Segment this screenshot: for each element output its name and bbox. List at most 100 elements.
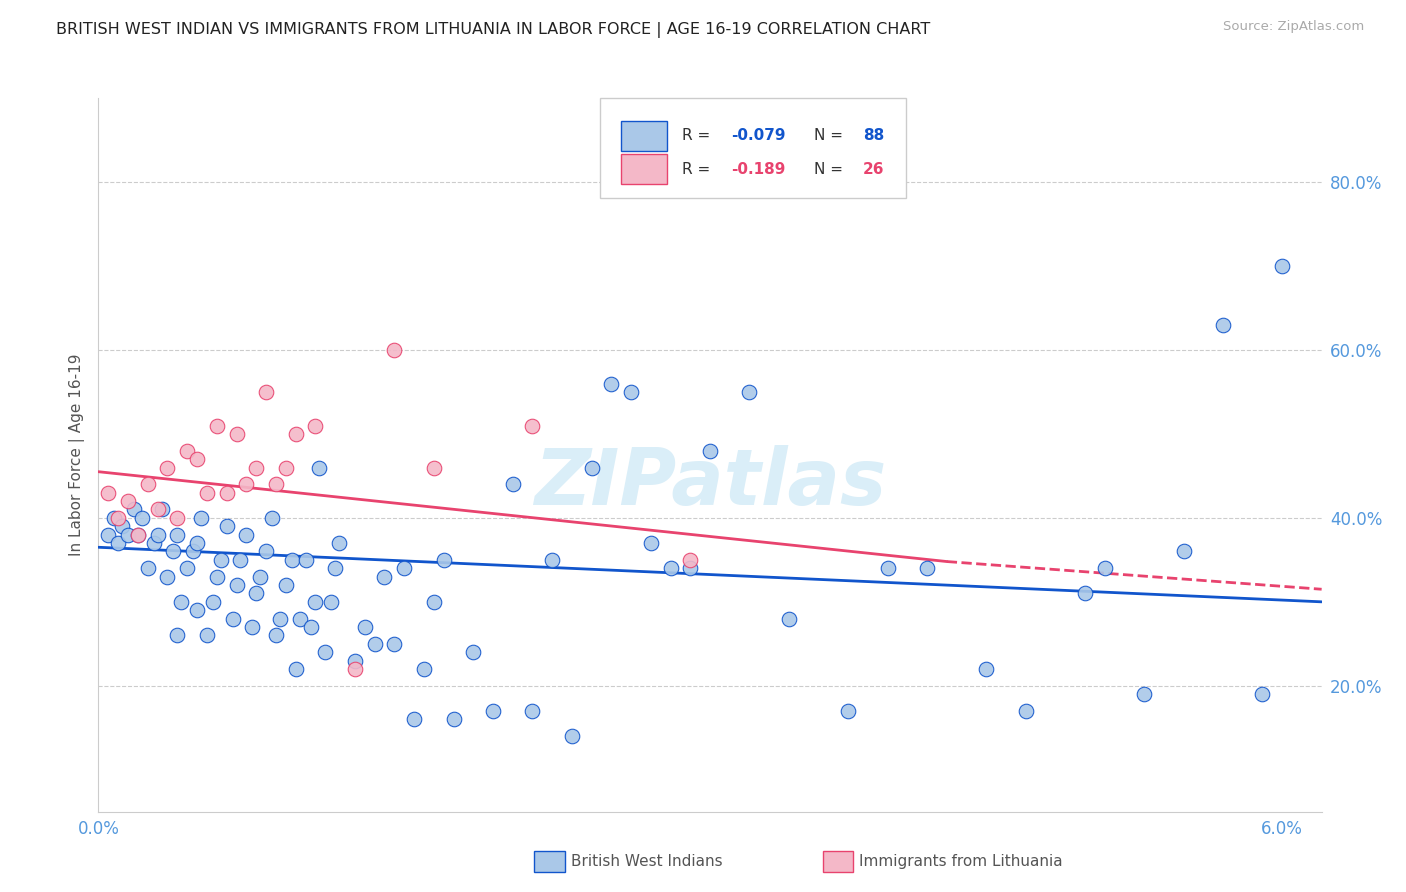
Point [328,536,350,550]
Point [229,553,252,567]
Point [107,511,129,525]
Point [1094,561,1116,575]
Point [284,426,307,441]
Point [1133,687,1156,701]
Point [738,384,761,399]
Point [1173,544,1195,558]
Point [281,553,304,567]
Point [561,729,583,743]
Point [620,384,643,399]
Point [423,595,446,609]
Point [541,553,564,567]
Point [205,569,228,583]
Point [1271,259,1294,273]
Point [170,595,193,609]
Point [699,443,721,458]
Text: British West Indians: British West Indians [571,855,723,869]
Point [659,561,682,575]
Point [308,460,330,475]
Text: 88: 88 [863,128,884,144]
Point [522,704,544,718]
Point [915,561,938,575]
Point [284,662,307,676]
Point [240,620,263,634]
Point [117,527,139,541]
Point [260,511,283,525]
Point [304,418,326,433]
Point [600,376,623,391]
Point [150,502,173,516]
Point [323,561,346,575]
Point [186,603,208,617]
Point [640,536,662,550]
Point [156,460,179,475]
Text: BRITISH WEST INDIAN VS IMMIGRANTS FROM LITHUANIA IN LABOR FORCE | AGE 16-19 CORR: BRITISH WEST INDIAN VS IMMIGRANTS FROM L… [56,22,931,38]
Point [679,561,702,575]
FancyBboxPatch shape [620,121,668,151]
Point [176,561,198,575]
Text: Immigrants from Lithuania: Immigrants from Lithuania [859,855,1063,869]
Point [254,384,277,399]
Point [166,527,188,541]
Point [1074,586,1097,600]
Point [186,536,208,550]
Point [127,527,149,541]
Point [837,704,859,718]
Point [353,620,375,634]
Text: R =: R = [682,162,716,177]
Text: Source: ZipAtlas.com: Source: ZipAtlas.com [1223,20,1364,33]
Point [245,586,267,600]
Point [249,569,271,583]
Point [269,612,291,626]
Point [195,628,218,642]
Point [162,544,184,558]
Point [107,536,129,550]
Point [117,494,139,508]
Y-axis label: In Labor Force | Age 16-19: In Labor Force | Age 16-19 [69,353,84,557]
Point [146,502,169,516]
Point [502,477,524,491]
Point [205,418,228,433]
Point [876,561,898,575]
Point [142,536,165,550]
Point [97,485,120,500]
Point [443,712,465,726]
Point [111,519,134,533]
Point [264,477,287,491]
Point [413,662,436,676]
Point [392,561,416,575]
Point [215,519,238,533]
Point [1212,318,1234,332]
Point [288,612,311,626]
Point [463,645,485,659]
Text: -0.189: -0.189 [731,162,785,177]
Text: N =: N = [814,162,848,177]
Point [176,443,198,458]
Point [679,553,702,567]
Point [264,628,287,642]
Point [166,628,188,642]
Point [433,553,456,567]
Text: N =: N = [814,128,848,144]
Point [225,578,247,592]
Point [581,460,603,475]
Point [274,460,297,475]
Point [274,578,297,592]
Point [373,569,395,583]
Point [225,426,247,441]
Point [201,595,224,609]
Point [181,544,204,558]
Point [301,620,323,634]
Point [195,485,218,500]
Point [321,595,343,609]
Point [382,343,405,357]
Text: ZIPatlas: ZIPatlas [534,445,886,522]
Point [778,612,800,626]
FancyBboxPatch shape [620,154,668,185]
Point [190,511,212,525]
Point [423,460,446,475]
Point [166,511,188,525]
Point [245,460,267,475]
Point [146,527,169,541]
Point [127,527,149,541]
